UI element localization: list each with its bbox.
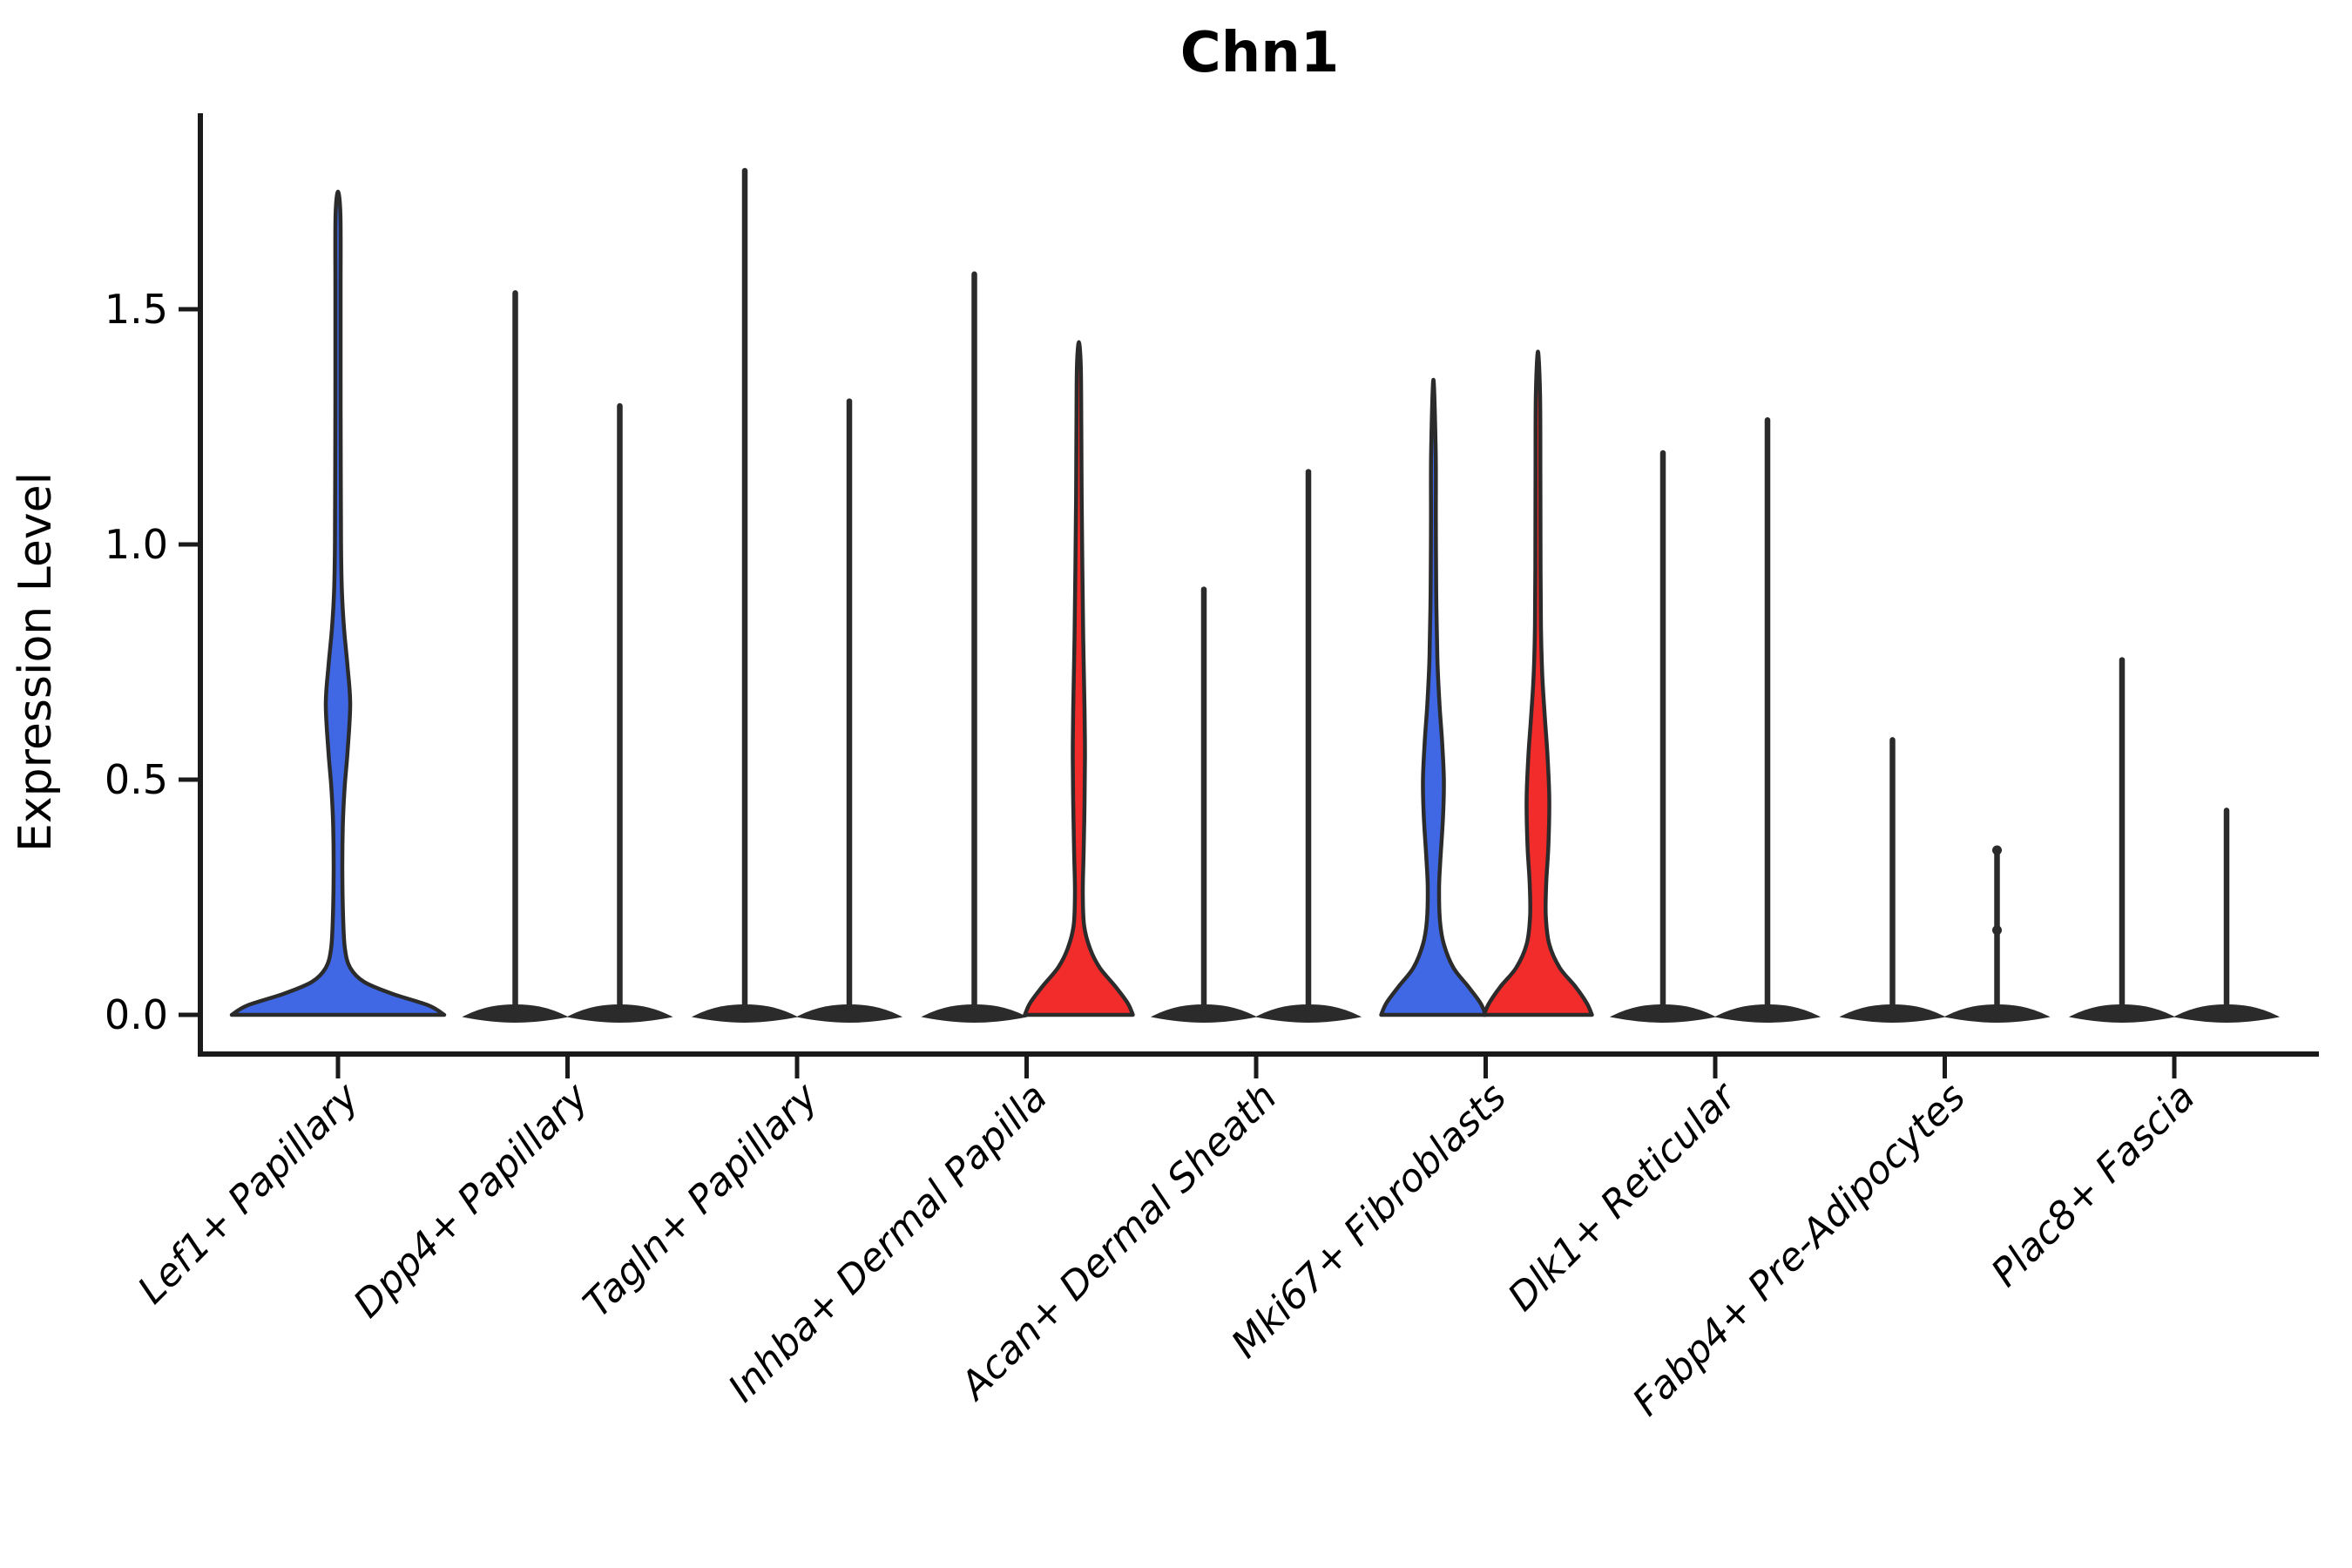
y-tick-label: 0.0 [105, 991, 168, 1038]
x-tick-label: Dlk1+ Reticular [1499, 1073, 1746, 1320]
x-tick-label: Tagln+ Papillary [575, 1074, 827, 1326]
violin-fabp4-pre-adipocytes-group2-dot [1992, 925, 2002, 936]
x-tick-label: Dpp4+ Papillary [345, 1074, 598, 1327]
violin-lef1-papillary-group1 [229, 189, 447, 1017]
y-tick-label: 1.5 [105, 286, 168, 333]
x-tick-label: Lef1+ Papillary [130, 1074, 368, 1313]
violin-mki67-fibroblasts-group1 [1379, 377, 1488, 1017]
axes-layer [179, 113, 2319, 1078]
violin-fabp4-pre-adipocytes-group2-dot [1992, 845, 2002, 855]
violin-mki67-fibroblasts-group2 [1482, 349, 1594, 1017]
violin-inhba-dermal-papilla-group2 [1023, 340, 1135, 1017]
y-tick-label: 0.5 [105, 756, 168, 803]
y-axis-label: Expression Level [10, 472, 62, 852]
x-tick-label: Plac8+ Fascia [1983, 1075, 2203, 1295]
violins-layer [229, 167, 2281, 1024]
chart-title: Chn1 [1180, 21, 1340, 85]
y-tick-label: 1.0 [105, 521, 168, 568]
